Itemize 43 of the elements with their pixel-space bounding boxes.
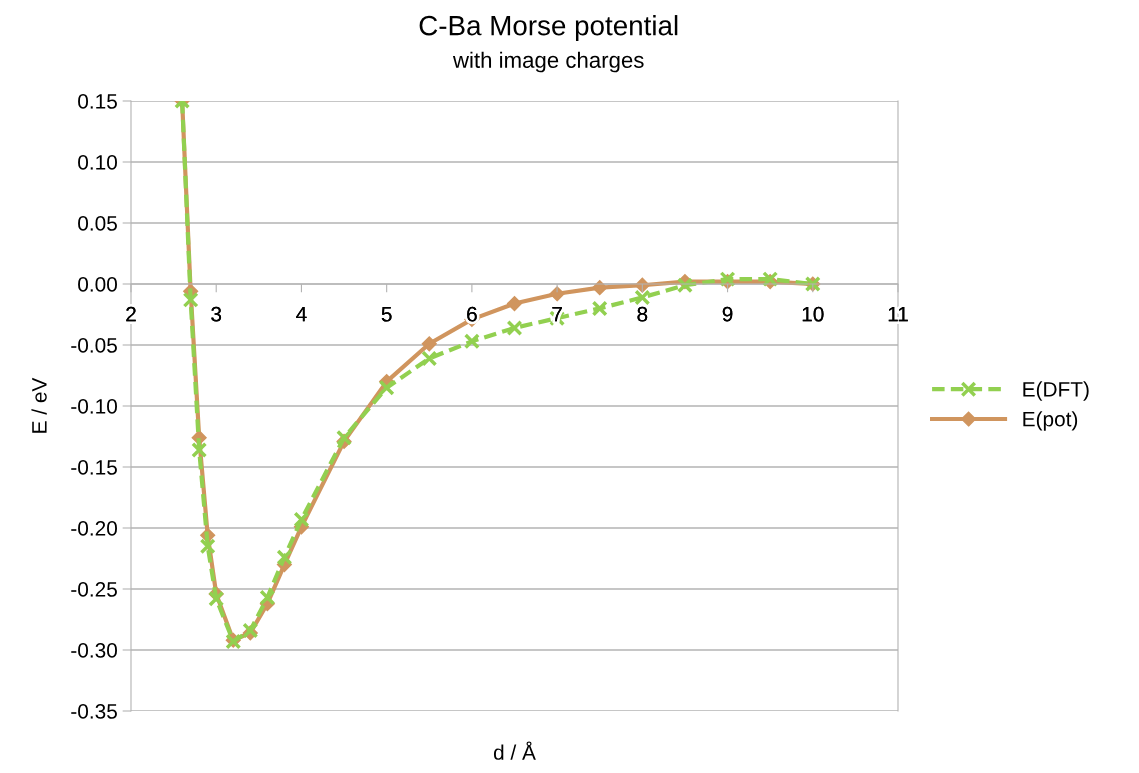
point <box>676 277 693 294</box>
point <box>199 538 216 555</box>
point <box>182 291 199 308</box>
point <box>506 319 523 336</box>
y-tick-label: -0.35 <box>71 704 117 719</box>
point <box>276 549 293 566</box>
x-tick-label: 11 <box>888 306 908 322</box>
y-tick-label: -0.15 <box>71 460 117 475</box>
point <box>336 429 353 446</box>
legend-label: E(pot) <box>1023 411 1078 431</box>
chart-subtitle: with image charges <box>452 51 644 73</box>
point <box>191 441 208 458</box>
x-tick-label: 4 <box>296 306 307 322</box>
point <box>549 286 565 302</box>
x-tick-label: 8 <box>637 306 648 322</box>
y-tick-label: 0.05 <box>78 216 117 231</box>
y-tick-label: -0.05 <box>71 338 117 353</box>
x-tick-label: 2 <box>126 306 136 322</box>
y-tick-label: 0.15 <box>78 94 117 109</box>
x-tick-label: 3 <box>211 306 222 322</box>
point <box>634 289 651 306</box>
y-tick-label: -0.10 <box>71 399 117 414</box>
x-tick-label: 9 <box>722 306 733 322</box>
y-tick-label: -0.30 <box>71 643 117 658</box>
legend-label: E(DFT) <box>1023 381 1089 401</box>
point <box>293 511 310 528</box>
x-tick-label: 10 <box>802 306 824 322</box>
x-axis-title: d / Å <box>493 741 536 760</box>
y-tick-label: -0.20 <box>71 521 117 536</box>
point <box>463 333 480 350</box>
y-tick-label: 0.10 <box>78 155 117 170</box>
x-tick-label: 5 <box>381 306 392 322</box>
y-axis-title: E / eV <box>31 377 47 433</box>
y-tick-label: -0.25 <box>71 582 117 597</box>
chart-title: C-Ba Morse potential <box>419 15 678 41</box>
point <box>378 379 395 396</box>
point <box>421 350 438 367</box>
point <box>591 300 608 317</box>
y-tick-label: 0.00 <box>78 277 117 292</box>
point <box>259 589 276 606</box>
point <box>208 590 225 607</box>
point <box>421 336 437 352</box>
point <box>506 295 523 312</box>
